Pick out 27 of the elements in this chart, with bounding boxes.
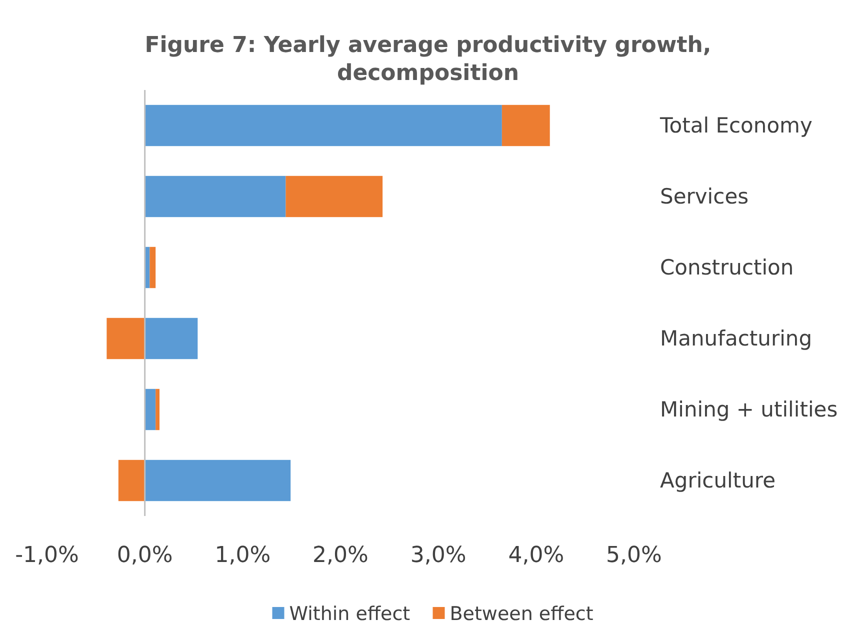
x-tick-label: 4,0% bbox=[508, 543, 564, 568]
bar bbox=[156, 388, 160, 430]
bar bbox=[150, 246, 156, 288]
x-tick-label: -1,0% bbox=[15, 543, 79, 568]
bar bbox=[144, 388, 156, 430]
y-tick-label: Mining + utilities bbox=[660, 398, 838, 422]
y-tick-label: Services bbox=[660, 184, 749, 208]
x-tick-label: 0,0% bbox=[116, 543, 173, 568]
y-tick-label: Manufacturing bbox=[660, 326, 812, 350]
bar bbox=[118, 460, 145, 502]
x-tick-label: 5,0% bbox=[606, 543, 662, 568]
chart-title: Figure 7: Yearly average productivity growth, decomposition bbox=[144, 33, 712, 86]
bar bbox=[144, 104, 502, 146]
legend-label: Between effect bbox=[450, 603, 594, 625]
bar bbox=[286, 176, 383, 218]
bar bbox=[502, 104, 550, 146]
y-tick-label: Total Economy bbox=[659, 114, 812, 138]
bar bbox=[144, 176, 286, 218]
x-tick-label: 3,0% bbox=[410, 543, 466, 568]
x-tick-label: 1,0% bbox=[214, 543, 271, 568]
x-tick-label: 2,0% bbox=[312, 543, 368, 568]
y-tick-label: Agriculture bbox=[660, 468, 776, 492]
legend-label: Within effect bbox=[289, 603, 410, 625]
bar bbox=[144, 460, 291, 502]
y-tick-label: Construction bbox=[660, 256, 794, 280]
bar bbox=[144, 318, 198, 360]
bar bbox=[106, 318, 145, 360]
